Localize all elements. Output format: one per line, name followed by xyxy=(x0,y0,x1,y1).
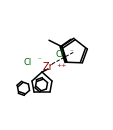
Text: ++: ++ xyxy=(55,63,66,67)
Text: Cl: Cl xyxy=(24,57,32,67)
Text: Cl: Cl xyxy=(55,50,64,58)
Text: ⁻: ⁻ xyxy=(69,49,73,55)
Text: Zr: Zr xyxy=(42,62,53,72)
Text: ⁻: ⁻ xyxy=(38,57,41,63)
